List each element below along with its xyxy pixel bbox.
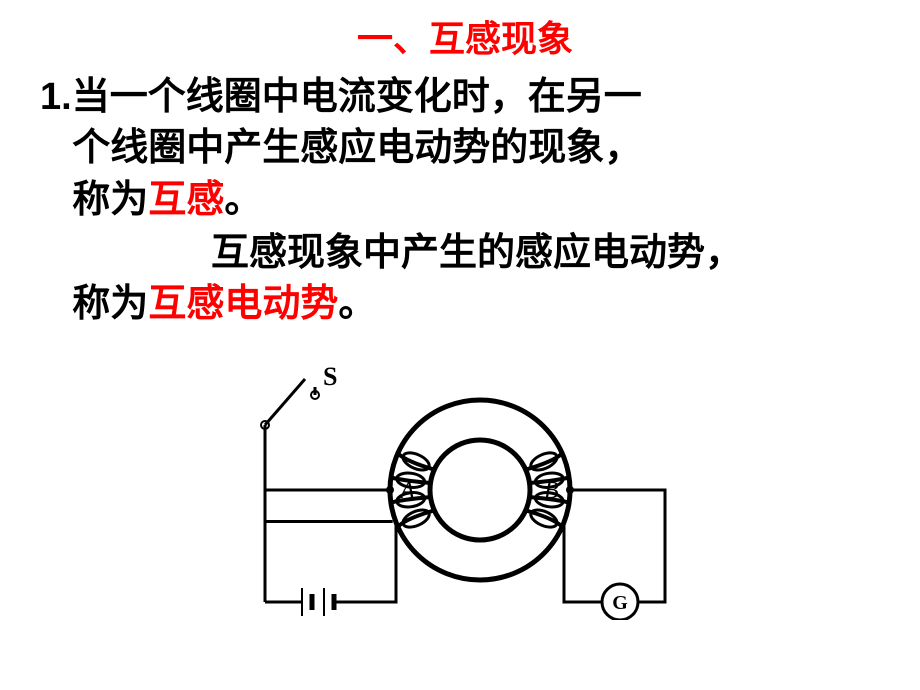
para2-line2a: 称为 bbox=[72, 283, 148, 325]
para2-line2b: 。 bbox=[338, 283, 376, 325]
para1-line1b: 在另一 bbox=[528, 76, 642, 118]
para2-line2: 称为互感电动势。 bbox=[40, 279, 890, 330]
para1-line1: 1.当一个线圈中电流变化时，在另一 bbox=[40, 72, 890, 123]
svg-text:A: A bbox=[398, 478, 415, 504]
svg-text:G: G bbox=[612, 592, 628, 614]
paragraph-2: 互感现象中产生的感应电动势， 称为互感电动势。 bbox=[40, 228, 890, 331]
paragraph-1: 1.当一个线圈中电流变化时，在另一 个线圈中产生感应电动势的现象， 称为互感。 bbox=[40, 72, 890, 226]
para1-line2: 个线圈中产生感应电动势的现象， bbox=[40, 123, 890, 174]
para2-line1: 互感现象中产生的感应电动势， bbox=[40, 228, 890, 279]
svg-text:S: S bbox=[323, 362, 337, 391]
mutual-inductance-diagram: A B S G bbox=[250, 340, 680, 620]
para1-line3b: 。 bbox=[224, 179, 262, 221]
diagram-container: A B S G bbox=[40, 340, 890, 625]
keyword-emf: 互感电动势 bbox=[148, 283, 338, 325]
svg-text:B: B bbox=[544, 478, 559, 504]
keyword-mutual: 互感 bbox=[148, 179, 224, 221]
para1-line3: 称为互感。 bbox=[40, 175, 890, 226]
para1-line1a: 1.当一个线圈中电流变化时， bbox=[40, 76, 528, 118]
section-title: 一、互感现象 bbox=[40, 10, 890, 62]
para1-line3a: 称为 bbox=[72, 179, 148, 221]
